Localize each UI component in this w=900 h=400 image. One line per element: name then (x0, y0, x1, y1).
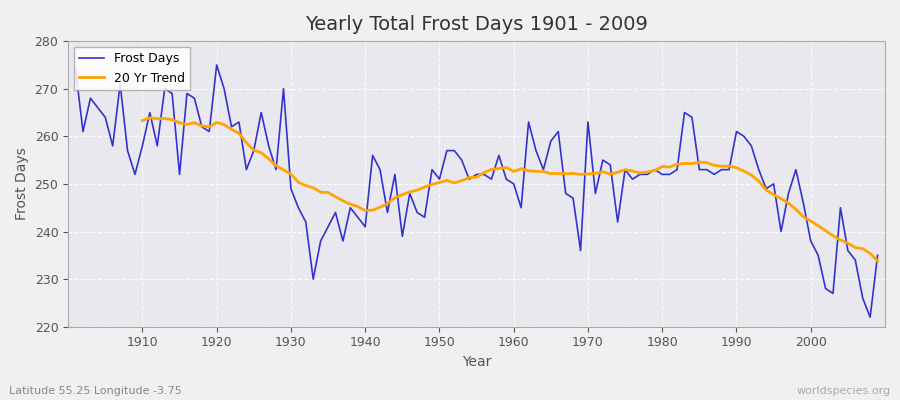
Frost Days (872, 253, 883, 258)
Frost Days (516, 205, 526, 210)
Line: Frost Days: Frost Days (76, 65, 878, 317)
20 Yr Trend (137, 118, 148, 123)
Frost Days (605, 162, 616, 167)
Y-axis label: Frost Days: Frost Days (15, 148, 29, 220)
Frost Days (508, 182, 519, 186)
20 Yr Trend (285, 172, 296, 176)
Frost Days (212, 62, 222, 67)
20 Yr Trend (523, 168, 534, 173)
Legend: Frost Days, 20 Yr Trend: Frost Days, 20 Yr Trend (75, 47, 191, 90)
Frost Days (345, 205, 356, 210)
20 Yr Trend (842, 241, 853, 246)
20 Yr Trend (315, 190, 326, 195)
Frost Days (865, 315, 876, 320)
Frost Days (130, 172, 140, 177)
X-axis label: Year: Year (462, 355, 491, 369)
20 Yr Trend (820, 228, 831, 233)
Frost Days (301, 220, 311, 224)
Frost Days (70, 67, 81, 72)
20 Yr Trend (872, 258, 883, 263)
Text: worldspecies.org: worldspecies.org (796, 386, 891, 396)
Text: Latitude 55.25 Longitude -3.75: Latitude 55.25 Longitude -3.75 (9, 386, 182, 396)
20 Yr Trend (582, 172, 593, 176)
20 Yr Trend (144, 115, 155, 120)
Title: Yearly Total Frost Days 1901 - 2009: Yearly Total Frost Days 1901 - 2009 (305, 15, 648, 34)
Line: 20 Yr Trend: 20 Yr Trend (142, 118, 878, 261)
